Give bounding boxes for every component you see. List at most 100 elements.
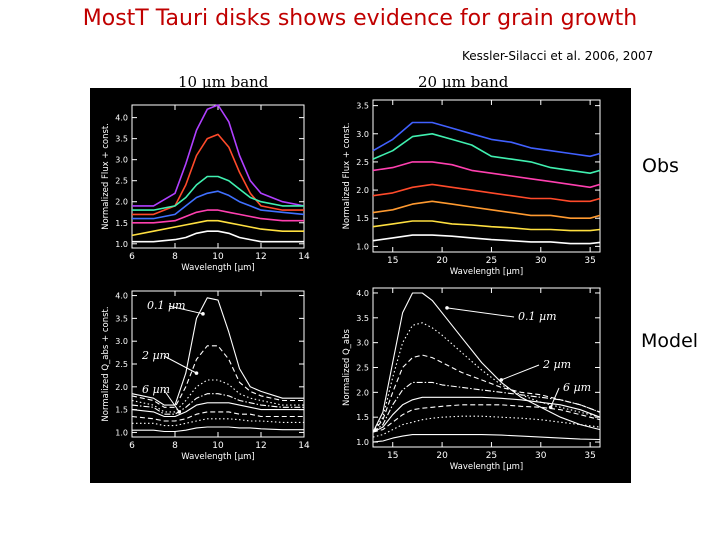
annotation-label: 6 µm xyxy=(142,383,170,396)
series-line xyxy=(131,393,304,415)
series-line xyxy=(131,219,304,237)
series-line xyxy=(131,402,304,418)
y-tick-label: 2.5 xyxy=(356,158,369,167)
axes-frame xyxy=(372,99,601,253)
annotation-arrow xyxy=(163,355,197,374)
annotation-arrow xyxy=(446,307,515,318)
x-tick-label: 6 xyxy=(129,441,135,451)
series-line xyxy=(372,354,601,433)
x-tick-label: 20 xyxy=(436,256,448,266)
series-line xyxy=(372,220,601,232)
row-label-obs: Obs xyxy=(642,155,679,177)
x-tick-label: 15 xyxy=(387,451,398,461)
x-tick-label: 35 xyxy=(584,451,595,461)
x-axis-label: Wavelength [µm] xyxy=(450,267,523,277)
series-line xyxy=(131,345,304,408)
y-tick-label: 3.5 xyxy=(115,135,128,144)
series-line xyxy=(372,381,601,433)
series-line xyxy=(132,230,304,243)
x-axis-label: Wavelength [µm] xyxy=(450,462,523,472)
annotation-label: 2 µm xyxy=(141,349,170,362)
y-tick-label: 4.0 xyxy=(115,114,128,123)
x-tick-label: 25 xyxy=(486,451,497,461)
annotation-arrowhead xyxy=(194,371,199,375)
y-tick-label: 3.5 xyxy=(356,314,369,323)
y-axis-label: Normalized Flux + const. xyxy=(101,123,111,230)
panel-model-10um: 1.0 1.5 2.0 2.5 3.0 3.5 4.0 6 8 10 12 14 Wavelength … xyxy=(101,290,310,462)
annotation-arrow xyxy=(501,364,540,381)
annotation-arrow xyxy=(168,305,204,315)
x-tick-label: 35 xyxy=(584,256,595,266)
y-tick-label: 1.5 xyxy=(356,214,369,223)
y-tick-label: 1.0 xyxy=(356,438,369,447)
x-tick-label: 10 xyxy=(212,441,224,451)
series-line xyxy=(132,426,304,433)
x-tick-label: 14 xyxy=(298,441,310,451)
x-tick-label: 20 xyxy=(436,451,448,461)
y-tick-label: 2.5 xyxy=(115,360,128,369)
y-tick-label: 1.0 xyxy=(356,242,369,251)
y-tick-label: 2.0 xyxy=(115,383,128,392)
series-line xyxy=(372,415,601,438)
y-tick-label: 1.5 xyxy=(356,413,369,422)
spectra-figure: 1.0 1.5 2.0 2.5 3.0 3.5 4.0 6 8 10 12 14 Wavelength … xyxy=(90,88,631,483)
annotation-arrowhead xyxy=(445,306,449,310)
y-tick-label: 3.5 xyxy=(115,314,128,323)
y-axis-label: Normalized Q_abs xyxy=(342,328,352,405)
series-line xyxy=(372,133,601,174)
annotation-label: 0.1 µm xyxy=(518,310,557,323)
band-label-10um: 10 µm band xyxy=(178,73,269,91)
x-tick-label: 25 xyxy=(486,256,497,266)
series-line xyxy=(132,418,304,427)
annotation-label: 6 µm xyxy=(563,381,591,394)
y-tick-label: 2.0 xyxy=(115,198,128,207)
annotation-arrow xyxy=(163,389,180,413)
y-tick-label: 2.0 xyxy=(356,186,369,195)
series-line xyxy=(372,121,601,158)
x-tick-label: 12 xyxy=(255,252,266,262)
y-tick-label: 3.0 xyxy=(115,156,128,165)
x-tick-label: 8 xyxy=(172,441,178,451)
figure-background xyxy=(90,88,631,483)
y-tick-label: 3.5 xyxy=(356,102,369,111)
x-tick-label: 15 xyxy=(387,256,398,266)
series-line xyxy=(132,190,305,220)
y-tick-label: 4.0 xyxy=(356,289,369,298)
x-axis-label: Wavelength [µm] xyxy=(181,452,254,462)
series-line xyxy=(372,434,601,443)
slide-title: MostT Tauri disks shows evidence for gra… xyxy=(82,6,638,31)
x-tick-label: 12 xyxy=(255,441,266,451)
series-line xyxy=(132,175,304,211)
y-tick-label: 2.5 xyxy=(356,364,369,373)
x-tick-label: 14 xyxy=(298,252,310,262)
series-line xyxy=(372,161,601,189)
x-tick-label: 30 xyxy=(535,451,547,461)
y-tick-label: 3.0 xyxy=(115,337,128,346)
y-tick-label: 3.0 xyxy=(356,130,369,139)
x-tick-label: 10 xyxy=(212,252,224,262)
annotation-arrowhead xyxy=(177,410,182,414)
panel-obs-20um: 1.0 1.5 2.0 2.5 3.0 3.5 15 20 25 30 35 Wavelength [… xyxy=(342,99,601,277)
band-label-20um: 20 µm band xyxy=(418,73,509,91)
series-line xyxy=(372,234,601,245)
y-tick-label: 2.5 xyxy=(115,177,128,186)
x-tick-label: 8 xyxy=(172,252,178,262)
annotation-label: 0.1 µm xyxy=(147,299,186,312)
series-line xyxy=(372,396,601,433)
series-line xyxy=(372,292,601,433)
y-axis-label: Normalized Q_abs + const. xyxy=(101,306,111,421)
citation: Kessler-Silacci et al. 2006, 2007 xyxy=(462,49,654,63)
panel-model-20um: 1.0 1.5 2.0 2.5 3.0 3.5 4.0 15 20 25 30 35 Wavelengt… xyxy=(342,287,601,472)
row-label-model: Model xyxy=(641,330,699,352)
series-line xyxy=(132,209,304,224)
series-line xyxy=(132,104,305,207)
series-line xyxy=(372,322,601,433)
series-line xyxy=(372,200,601,219)
y-tick-label: 1.0 xyxy=(115,240,128,249)
annotation-arrowhead xyxy=(499,378,504,382)
y-tick-label: 1.5 xyxy=(115,219,128,228)
annotation-arrowhead xyxy=(201,312,205,316)
panel-obs-10um: 1.0 1.5 2.0 2.5 3.0 3.5 4.0 6 8 10 12 14 Wavelength … xyxy=(101,104,310,273)
x-axis-label: Wavelength [µm] xyxy=(181,263,254,273)
y-tick-label: 2.0 xyxy=(356,388,369,397)
